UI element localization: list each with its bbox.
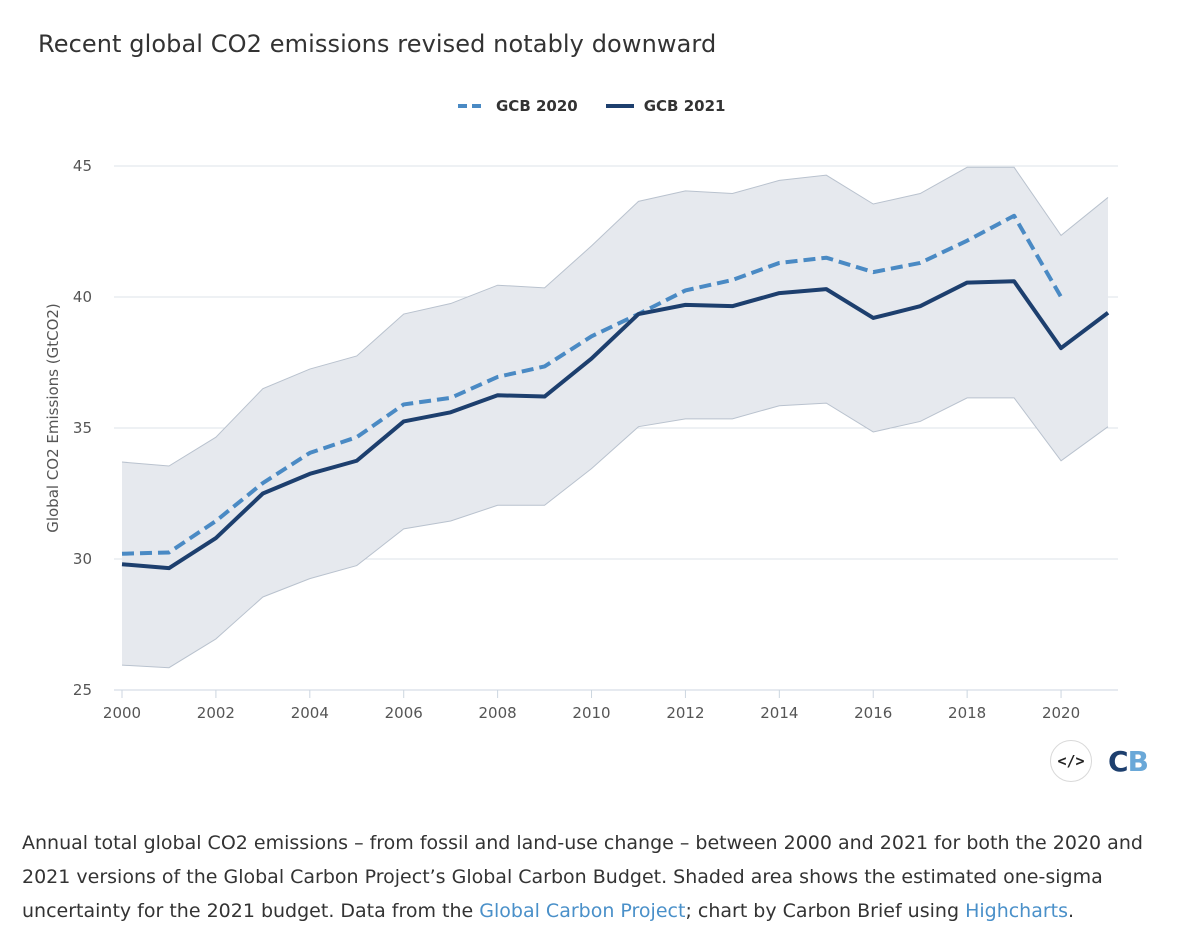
uncertainty-band-upper-edge [121,166,1109,467]
series-line-gcb-2021 [121,279,1110,571]
embed-code-icon[interactable]: </> [1050,740,1092,782]
x-tick-label: 2006 [385,704,423,722]
x-tick-label: 2002 [197,704,235,722]
legend-swatch-gcb2021 [605,104,634,108]
y-tick-label: 40 [73,288,92,306]
highcharts-link[interactable]: Highcharts [965,900,1069,922]
caption-text-2: ; chart by Carbon Brief using [685,900,966,922]
uncertainty-band [122,167,1108,668]
legend: GCB 2020 GCB 2021 [458,97,725,115]
x-tick-label: 2000 [103,704,141,722]
legend-label-gcb2021: GCB 2021 [643,97,726,115]
x-tick-label: 2016 [854,704,892,722]
branding: </> CB [1050,740,1149,782]
x-tick-label: 2012 [666,704,704,722]
x-tick-label: 2004 [291,704,329,722]
x-tick-label: 2010 [572,704,610,722]
chart-plot: 25 30 35 40 45 2000 2002 2004 2006 2008 2010 2012 20… [44,157,1118,722]
y-tick-label: 25 [73,681,92,699]
legend-swatch-gcb2020 [458,104,486,108]
x-tick-label: 2020 [1042,704,1080,722]
caption-text-3: . [1068,900,1075,922]
uncertainty-band-lower-edge [121,397,1109,669]
y-tick-label: 35 [73,419,92,437]
global-carbon-project-link[interactable]: Global Carbon Project [479,900,686,922]
legend-item-gcb2020[interactable]: GCB 2020 [458,97,578,115]
x-tick-label: 2008 [479,704,517,722]
y-axis-title: Global CO2 Emissions (GtCO2) [44,303,62,533]
carbon-brief-logo: CB [1108,744,1149,778]
legend-item-gcb2021[interactable]: GCB 2021 [605,97,726,115]
chart-caption: Annual total global CO2 emissions – from… [22,826,1192,928]
caption-text-1: Annual total global CO2 emissions – from… [22,832,1143,922]
cb-logo-b: B [1127,744,1149,778]
x-tick-label: 2014 [760,704,798,722]
chart-title: Recent global CO2 emissions revised nota… [38,30,717,58]
y-tick-label: 45 [73,157,92,175]
x-tick-label: 2018 [948,704,986,722]
series-line-gcb-2020 [121,213,1063,556]
legend-label-gcb2020: GCB 2020 [496,97,578,115]
y-tick-label: 30 [73,550,92,568]
cb-logo-c: C [1108,744,1129,778]
